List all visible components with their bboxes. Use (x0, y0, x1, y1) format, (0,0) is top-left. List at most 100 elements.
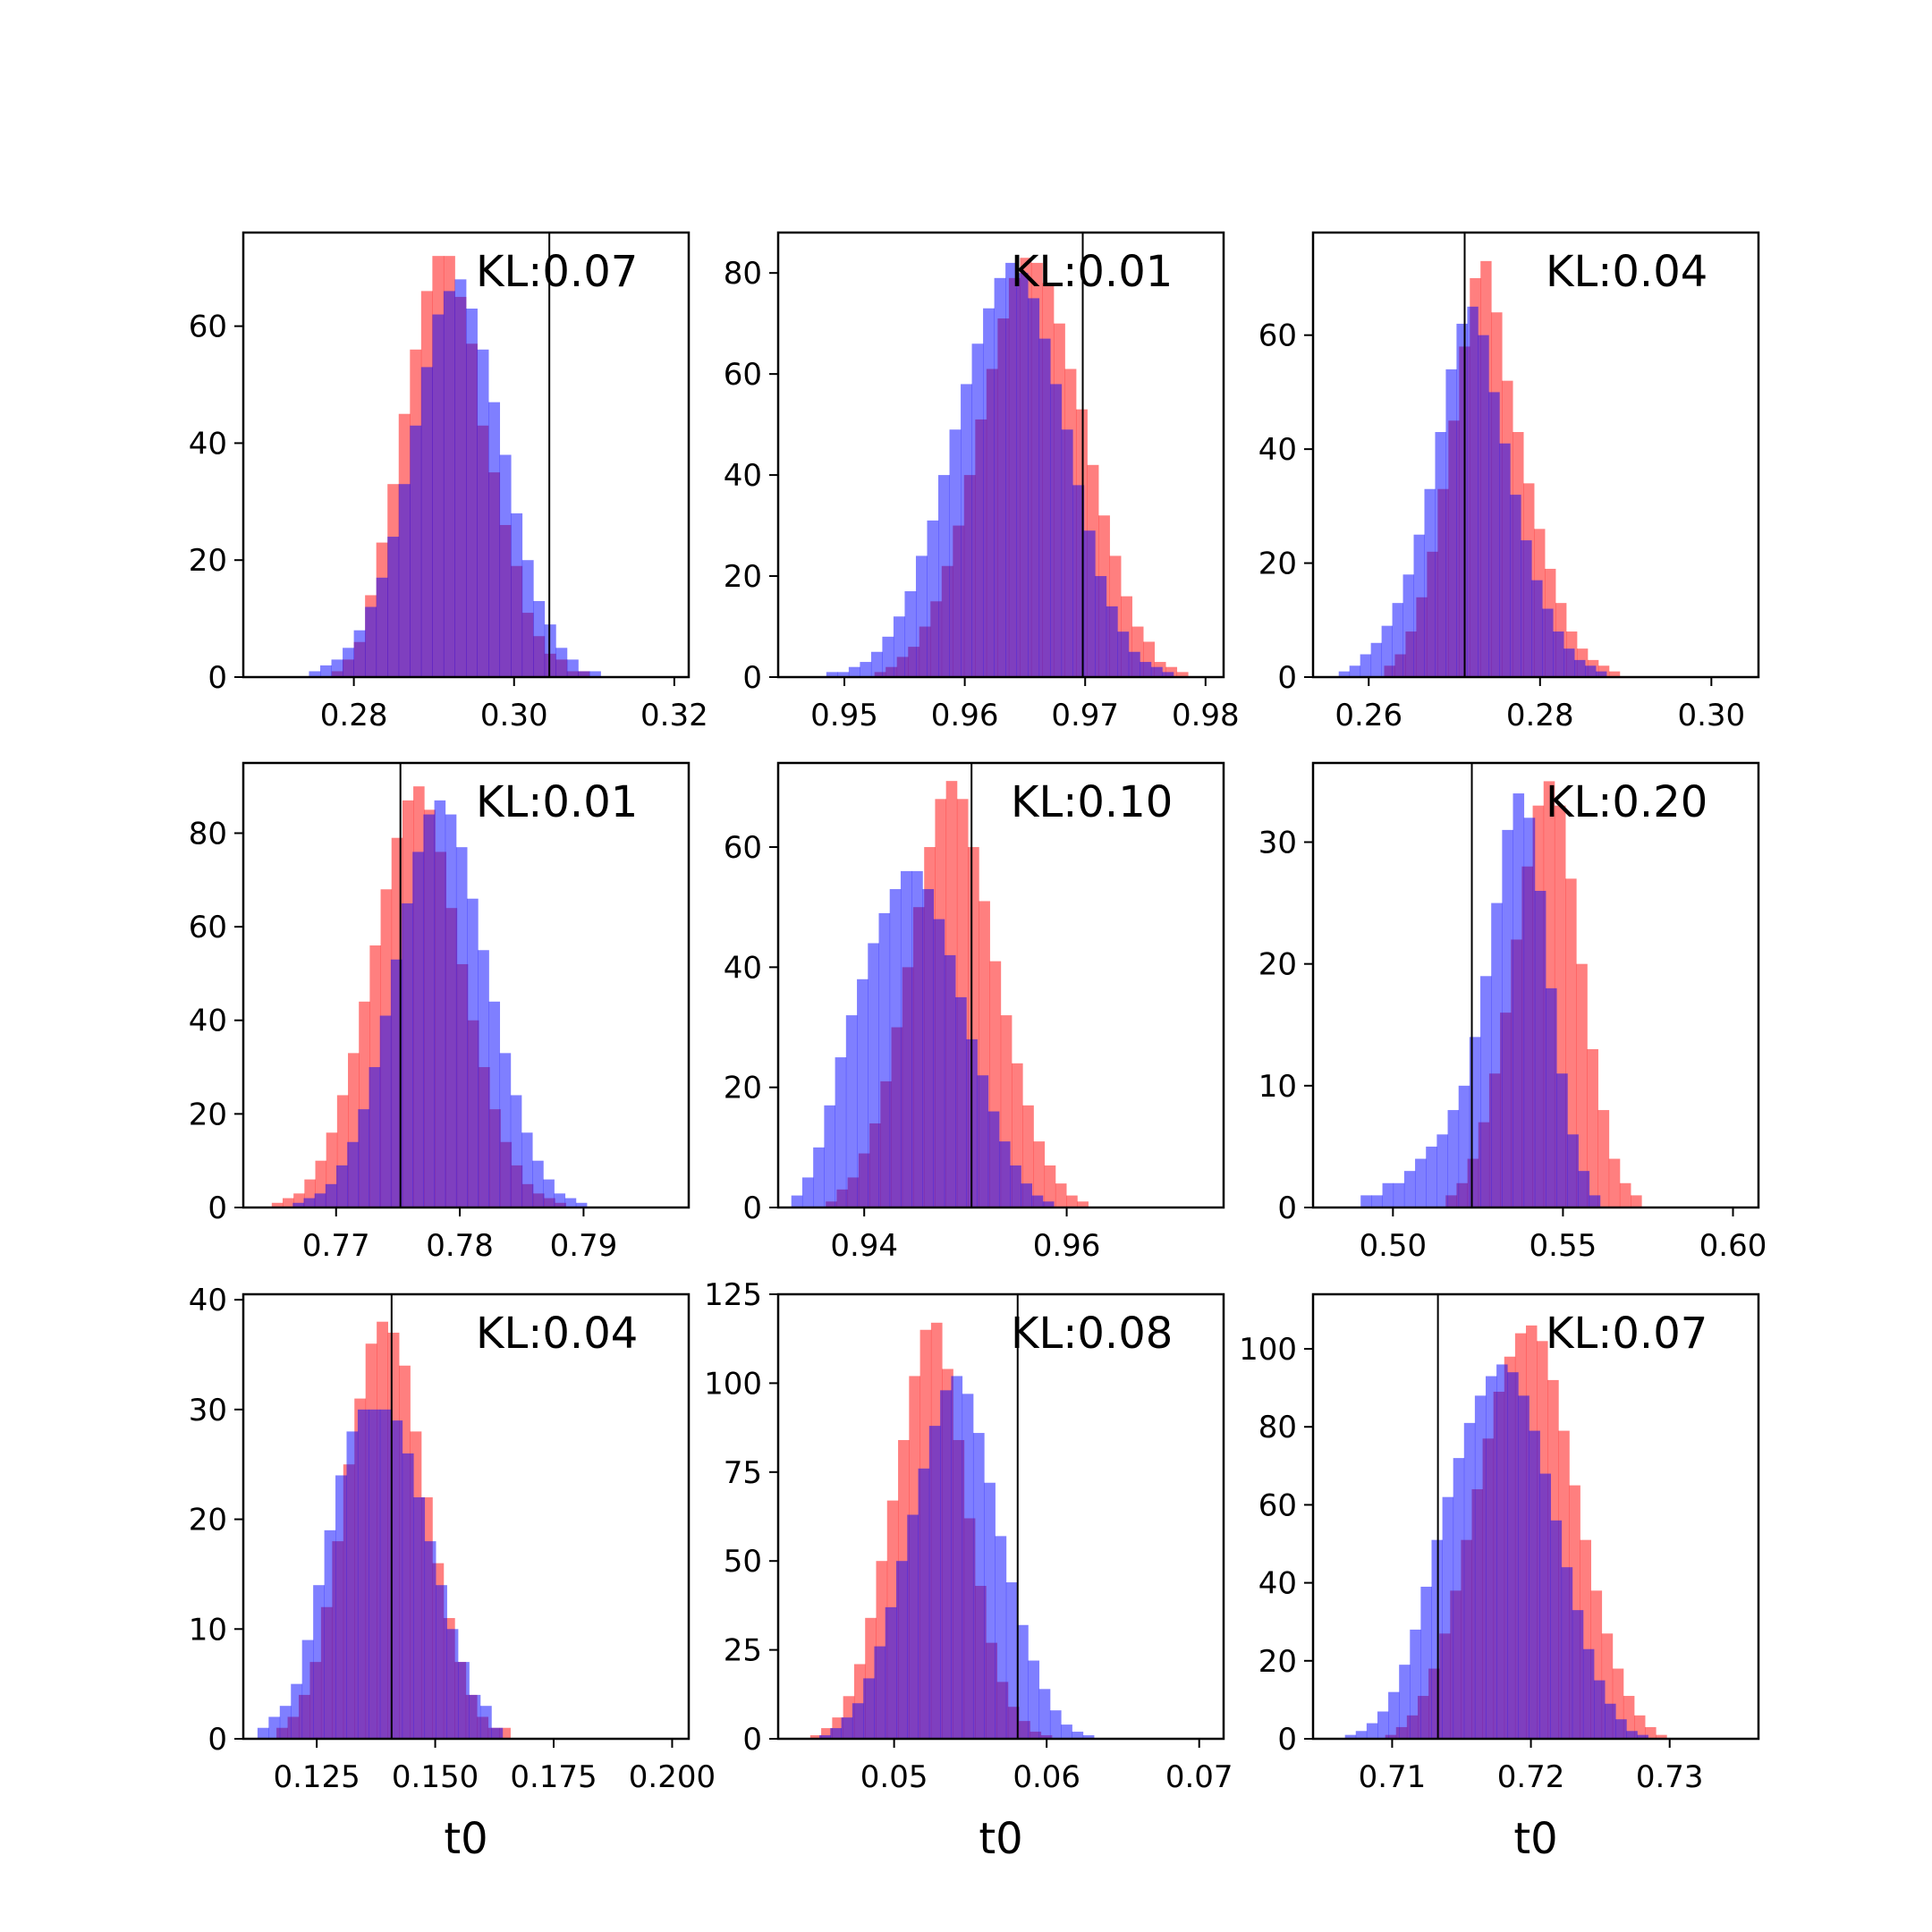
blue-bar (1016, 273, 1029, 677)
blue-bar (521, 1132, 533, 1208)
blue-bar (938, 475, 950, 677)
y-tick-label: 20 (1258, 547, 1297, 582)
histogram-bars (1344, 1325, 1667, 1739)
blue-bar (257, 1727, 269, 1739)
blue-bar (1082, 1735, 1095, 1739)
blue-bar (874, 1646, 886, 1739)
blue-bar (927, 520, 939, 677)
y-tick-label: 30 (189, 1393, 227, 1428)
y-tick-label: 60 (1258, 1487, 1297, 1523)
blue-bar (907, 1514, 919, 1739)
red-bar (1055, 1183, 1067, 1208)
blue-bar (1572, 1610, 1584, 1739)
kl-annotation: KL:0.20 (1546, 777, 1707, 827)
blue-bar (467, 898, 479, 1208)
blue-bar (944, 954, 956, 1208)
blue-bar (1061, 1724, 1072, 1739)
blue-bar (446, 1629, 459, 1739)
red-bar (1176, 672, 1189, 677)
blue-bar (868, 943, 879, 1208)
blue-bar (369, 1409, 381, 1739)
blue-bar (1083, 530, 1096, 677)
x-tick-label: 0.125 (273, 1759, 360, 1795)
blue-bar (933, 919, 945, 1208)
blue-bar (353, 630, 366, 677)
blue-bar (1038, 338, 1051, 677)
blue-bar (578, 671, 590, 677)
blue-bar (466, 309, 478, 677)
blue-bar (291, 1683, 303, 1739)
blue-bar (1485, 1376, 1497, 1739)
blue-bar (1377, 1711, 1389, 1739)
y-tick-label: 80 (1258, 1410, 1297, 1445)
blue-bar (1561, 1567, 1573, 1739)
x-tick-label: 0.28 (1506, 698, 1574, 733)
blue-bar (1038, 1689, 1051, 1739)
blue-bar (1542, 608, 1554, 677)
blue-bar (1399, 1665, 1411, 1739)
blue-bar (521, 560, 534, 677)
y-tick-label: 30 (1258, 826, 1297, 861)
blue-bar (824, 1105, 835, 1208)
blue-bar (511, 513, 523, 677)
blue-bar (915, 555, 928, 677)
blue-bar (1162, 672, 1174, 677)
blue-bar (1626, 1731, 1638, 1739)
axes-frame (776, 761, 1225, 1209)
y-tick-label: 60 (189, 910, 227, 945)
kl-annotation: KL:0.04 (1546, 247, 1707, 297)
red-bar (1022, 1105, 1034, 1208)
blue-bar (491, 1727, 504, 1739)
blue-bar (826, 672, 838, 677)
x-axis-label: t0 (444, 1814, 487, 1864)
y-tick-label: 0 (742, 660, 762, 696)
blue-bar (379, 1015, 392, 1208)
blue-bar (852, 1703, 864, 1739)
blue-bar (870, 651, 883, 677)
histogram-panel-6: 0.50 0.55 0.60 0 10 20 30 KL:0.20 (1258, 761, 1767, 1264)
kl-annotation: KL:0.01 (476, 777, 638, 827)
axes-frame (242, 1292, 691, 1741)
blue-bar (1005, 1582, 1018, 1739)
red-bar (1597, 1110, 1610, 1208)
blue-bar (402, 1453, 414, 1739)
blue-bar (477, 349, 489, 677)
blue-bar (1550, 1520, 1563, 1739)
axes-frame (1311, 1292, 1760, 1741)
blue-bar (835, 1057, 847, 1208)
blue-bar (1488, 392, 1500, 677)
blue-bar (555, 648, 568, 677)
histogram-bars (309, 256, 601, 677)
blue-bar (1031, 1195, 1044, 1208)
y-tick-label: 20 (724, 1071, 762, 1106)
blue-bar (445, 814, 457, 1208)
histogram-bars (1338, 260, 1621, 677)
x-tick-label: 0.78 (426, 1228, 494, 1264)
blue-bar (1480, 976, 1492, 1208)
blue-bar (499, 1053, 512, 1208)
blue-bar (335, 1475, 347, 1739)
blue-bar (1578, 1171, 1590, 1208)
blue-bar (1010, 1165, 1021, 1208)
kl-annotation: KL:0.07 (1546, 1309, 1707, 1359)
blue-bar (1539, 1473, 1551, 1739)
blue-bar (1344, 1734, 1357, 1739)
y-tick-label: 0 (1277, 660, 1297, 696)
x-axis-label: t0 (1513, 1814, 1557, 1864)
blue-bar (961, 384, 972, 677)
blue-bar (1017, 1624, 1029, 1739)
blue-bar (324, 1530, 336, 1739)
blue-bar (457, 1662, 470, 1739)
red-bar (1631, 1195, 1642, 1208)
blue-bar (1049, 1710, 1062, 1739)
y-tick-label: 0 (1277, 1191, 1297, 1226)
blue-bar (1594, 1680, 1606, 1739)
axes-frame (242, 231, 691, 679)
red-bar (1066, 1195, 1078, 1208)
blue-bar (412, 852, 424, 1208)
y-tick-label: 20 (1258, 947, 1297, 983)
blue-bar (1596, 671, 1607, 677)
blue-bar (1496, 1364, 1508, 1739)
y-tick-label: 40 (724, 950, 762, 986)
blue-bar (1061, 429, 1073, 677)
